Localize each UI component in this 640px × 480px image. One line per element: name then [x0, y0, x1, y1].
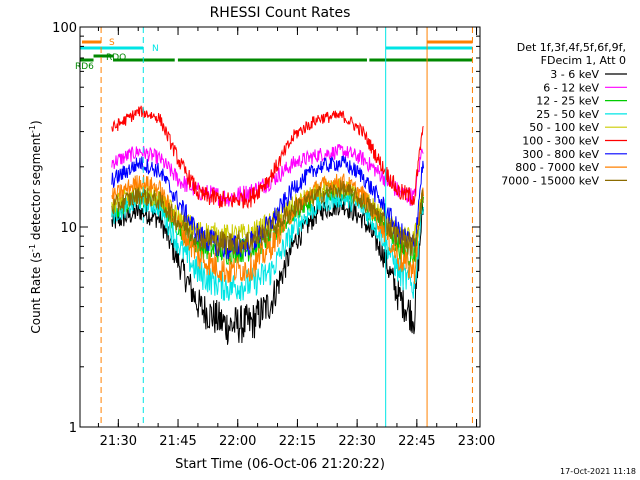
legend-label-2: 12 - 25 keV	[536, 95, 599, 108]
flag-bars: S N RDO RD6	[75, 38, 473, 72]
legend-header-line-1: FDecim 1, Att 0	[541, 54, 626, 67]
x-tick-label-4: 22:30	[338, 434, 375, 449]
y-tick-label-0: 1	[69, 421, 77, 436]
x-tick-label-3: 22:15	[279, 434, 316, 449]
x-tick-label-2: 22:00	[219, 434, 256, 449]
legend-label-3: 25 - 50 keV	[536, 108, 599, 121]
x-tick-label-6: 23:00	[458, 434, 495, 449]
legend-label-8: 7000 - 15000 keV	[501, 174, 599, 187]
legend-label-1: 6 - 12 keV	[543, 81, 599, 94]
footer-timestamp: 17-Oct-2021 11:18	[560, 467, 636, 476]
x-tick-label-5: 22:45	[398, 434, 435, 449]
y-label-part-3: )	[29, 120, 43, 125]
flag-s-label: S	[109, 38, 115, 48]
y-label-sup-2: -1	[28, 125, 37, 133]
legend-label-0: 3 - 6 keV	[550, 68, 599, 81]
y-tick-label-2: 100	[52, 21, 77, 36]
legend: Det 1f,3f,4f,5f,6f,9f,FDecim 1, Att 03 -…	[501, 41, 627, 187]
series-line-8	[111, 180, 424, 257]
series-line-3	[111, 189, 424, 301]
series-line-0	[111, 197, 424, 345]
chart-title: RHESSI Count Rates	[210, 5, 351, 21]
x-tick-label-1: 21:45	[159, 434, 196, 449]
legend-label-4: 50 - 100 keV	[529, 121, 599, 134]
legend-label-6: 300 - 800 keV	[522, 148, 599, 161]
axes: 21:30 21:45 22:00 22:15 22:30 22:45 23:00 1 10 10…	[52, 21, 495, 449]
series-lines	[111, 105, 424, 345]
y-axis-label: Count Rate (s-1 detector segment-1)	[28, 120, 43, 333]
legend-label-5: 100 - 300 keV	[522, 135, 599, 148]
y-label-part-1: Count Rate (s	[29, 252, 43, 334]
flag-rdo-label: RDO	[106, 53, 126, 63]
flag-rd6-label: RD6	[75, 62, 94, 72]
series-line-1	[111, 144, 424, 207]
legend-header-line-0: Det 1f,3f,4f,5f,6f,9f,	[517, 41, 626, 54]
x-tick-label-0: 21:30	[100, 434, 137, 449]
y-label-sup-1: -1	[28, 244, 37, 252]
flag-n-label: N	[152, 44, 159, 54]
legend-label-7: 800 - 7000 keV	[515, 161, 599, 174]
x-axis-label: Start Time (06-Oct-06 21:20:22)	[175, 457, 385, 472]
y-tick-label-1: 10	[60, 221, 77, 236]
y-label-part-2: detector segment	[29, 133, 43, 244]
series-line-5	[111, 105, 424, 209]
